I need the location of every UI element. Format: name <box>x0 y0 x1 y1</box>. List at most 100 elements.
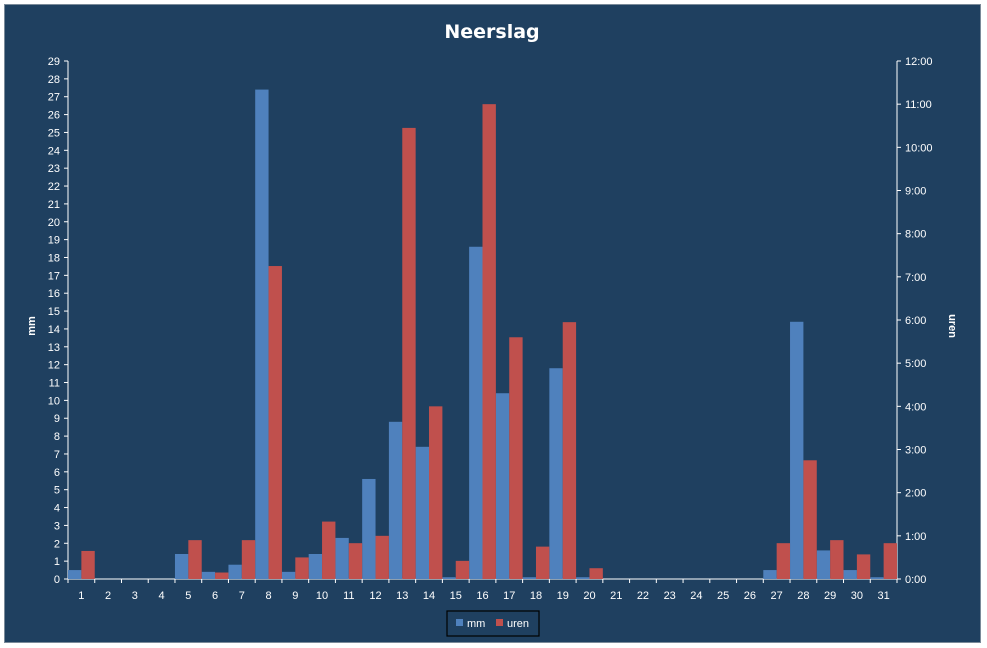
x-tick-label: 18 <box>530 590 542 602</box>
y2-tick-label: 3:00 <box>905 445 926 457</box>
bar-mm <box>228 564 242 579</box>
bar-mm <box>843 570 857 579</box>
bar-uren <box>81 550 95 579</box>
y-tick-label: 8 <box>54 431 60 443</box>
x-tick-label: 28 <box>797 590 809 602</box>
bar-mm <box>201 571 216 579</box>
bar-uren <box>856 554 871 579</box>
bar-mm <box>308 553 323 579</box>
bar-uren <box>295 557 309 579</box>
y2-tick-label: 2:00 <box>905 488 926 500</box>
x-tick-label: 24 <box>690 590 702 602</box>
y-axis-title: mm <box>26 316 38 336</box>
x-tick-label: 14 <box>423 590 435 602</box>
y2-tick-label: 10:00 <box>905 142 933 154</box>
x-tick-label: 22 <box>637 590 649 602</box>
y2-tick-label: 7:00 <box>905 272 926 284</box>
y-tick-label: 4 <box>54 503 60 515</box>
y-tick-label: 13 <box>48 342 60 354</box>
x-tick-label: 6 <box>212 590 218 602</box>
x-tick-label: 4 <box>159 590 165 602</box>
y-tick-label: 19 <box>48 235 60 247</box>
bar-mm <box>388 421 403 579</box>
x-tick-label: 10 <box>316 590 328 602</box>
y-tick-label: 11 <box>49 378 60 390</box>
y-tick-label: 25 <box>48 127 60 139</box>
legend-swatch-mm <box>456 619 463 626</box>
x-tick-label: 9 <box>292 590 298 602</box>
x-tick-label: 2 <box>105 590 111 602</box>
x-tick-label: 31 <box>878 590 890 602</box>
bar-uren <box>803 460 817 579</box>
bar-mm <box>522 577 536 579</box>
legend-label-uren: uren <box>507 618 529 630</box>
bar-uren <box>509 337 523 579</box>
y2-tick-label: 8:00 <box>905 229 926 241</box>
y-tick-label: 23 <box>48 163 60 175</box>
bar-uren <box>322 521 336 579</box>
bar-mm <box>174 553 189 579</box>
y-tick-label: 14 <box>48 324 60 336</box>
x-tick-label: 12 <box>369 590 381 602</box>
bar-uren <box>429 406 443 579</box>
x-tick-label: 30 <box>851 590 863 602</box>
bar-uren <box>562 322 577 579</box>
y-tick-label: 5 <box>54 485 60 497</box>
bar-mm <box>870 577 884 579</box>
y-tick-label: 27 <box>48 92 60 104</box>
bar-uren <box>535 546 550 579</box>
bar-mm <box>362 478 376 579</box>
bar-mm <box>281 571 296 579</box>
y-tick-label: 20 <box>48 217 60 229</box>
bar-mm <box>576 577 590 579</box>
y2-axis-title: uren <box>946 314 958 338</box>
y-tick-label: 1 <box>54 556 60 568</box>
bar-mm <box>495 393 510 579</box>
y2-tick-label: 12:00 <box>905 56 933 68</box>
legend-box <box>446 610 540 637</box>
x-tick-label: 29 <box>824 590 836 602</box>
x-tick-label: 21 <box>610 590 622 602</box>
bar-uren <box>402 127 416 580</box>
legend-label-mm: mm <box>467 618 485 630</box>
plot-area: 0123456789101112131415161718192021222324… <box>48 56 933 602</box>
y-tick-label: 18 <box>48 252 60 264</box>
bar-uren <box>482 104 496 580</box>
legend-swatch-uren <box>496 619 503 626</box>
y-tick-label: 24 <box>48 145 60 157</box>
bar-uren <box>776 543 791 579</box>
y-tick-label: 17 <box>48 270 60 282</box>
precipitation-chart: Neerslag 0123456789101112131415161718192… <box>26 21 958 637</box>
x-tick-label: 26 <box>744 590 756 602</box>
y-tick-label: 21 <box>48 199 60 211</box>
y-tick-label: 12 <box>48 360 60 372</box>
x-tick-label: 15 <box>450 590 462 602</box>
bar-mm <box>469 246 483 580</box>
bar-mm <box>255 89 269 579</box>
bar-mm <box>335 537 349 579</box>
bar-uren <box>215 572 229 579</box>
x-tick-label: 3 <box>132 590 138 602</box>
y-tick-label: 6 <box>54 467 60 479</box>
bar-uren <box>348 543 363 579</box>
y-tick-label: 22 <box>48 181 60 193</box>
y-tick-label: 3 <box>54 520 60 532</box>
x-tick-label: 25 <box>717 590 729 602</box>
bar-mm <box>442 577 456 579</box>
bar-uren <box>241 540 256 579</box>
x-tick-label: 19 <box>557 590 569 602</box>
y2-tick-label: 11:00 <box>905 99 932 111</box>
x-tick-label: 27 <box>771 590 783 602</box>
y2-tick-label: 4:00 <box>905 401 926 413</box>
y2-tick-label: 9:00 <box>905 186 926 198</box>
y2-tick-label: 5:00 <box>905 358 926 370</box>
chart-frame: Neerslag 0 1 2 3 4 5 6 7 8 9 10 11 12 13 14 15 16 17 18 19 2… <box>4 4 981 643</box>
y-tick-label: 16 <box>48 288 60 300</box>
bar-mm <box>68 570 82 579</box>
y-tick-label: 7 <box>54 449 60 461</box>
x-tick-label: 13 <box>396 590 408 602</box>
x-tick-label: 5 <box>185 590 191 602</box>
x-tick-label: 11 <box>343 590 354 602</box>
x-tick-label: 23 <box>664 590 676 602</box>
y2-tick-label: 6:00 <box>905 315 926 327</box>
